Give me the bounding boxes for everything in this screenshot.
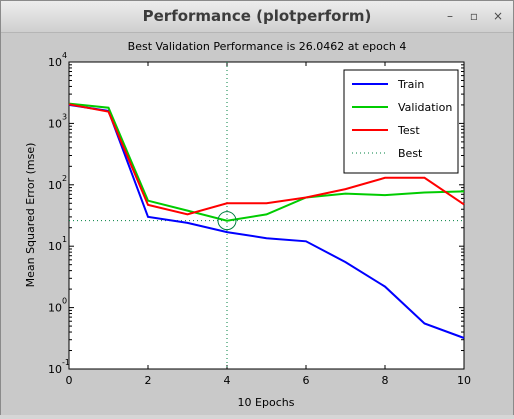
title-bar[interactable]: Performance (plotperform) – ▫ × bbox=[1, 1, 513, 33]
y-tick-label: 10 bbox=[48, 363, 62, 376]
y-tick-exponent: 2 bbox=[62, 174, 67, 183]
x-tick-label: 4 bbox=[224, 374, 231, 387]
legend-label-test: Test bbox=[397, 124, 420, 137]
maximize-button[interactable]: ▫ bbox=[469, 9, 479, 23]
legend-label-validation: Validation bbox=[398, 101, 452, 114]
y-tick-exponent: 4 bbox=[62, 51, 67, 60]
y-tick-label: 10 bbox=[48, 56, 62, 69]
chart-title: Best Validation Performance is 26.0462 a… bbox=[128, 40, 407, 53]
x-tick-label: 6 bbox=[303, 374, 310, 387]
x-tick-label: 0 bbox=[66, 374, 73, 387]
y-tick-label: 10 bbox=[48, 117, 62, 130]
performance-chart: Best Validation Performance is 26.0462 a… bbox=[24, 40, 471, 409]
y-tick-exponent: 0 bbox=[62, 297, 67, 306]
minimize-button[interactable]: – bbox=[447, 9, 453, 23]
y-tick-label: 10 bbox=[48, 302, 62, 315]
x-axis-label: 10 Epochs bbox=[238, 396, 295, 409]
series-line-validation bbox=[68, 102, 465, 222]
series-line-test bbox=[68, 103, 465, 216]
y-tick-label: 10 bbox=[48, 240, 62, 253]
window-title: Performance (plotperform) bbox=[142, 7, 372, 25]
close-button[interactable]: × bbox=[492, 9, 504, 23]
legend-label-best: Best bbox=[398, 147, 423, 160]
x-tick-label: 10 bbox=[457, 374, 471, 387]
y-tick-exponent: 1 bbox=[62, 235, 67, 244]
legend-label-train: Train bbox=[397, 78, 424, 91]
series-line-train bbox=[68, 103, 465, 339]
y-tick-exponent: 3 bbox=[62, 112, 67, 121]
x-tick-label: 2 bbox=[145, 374, 152, 387]
figure-area: Best Validation Performance is 26.0462 a… bbox=[1, 33, 513, 415]
y-tick-exponent: -1 bbox=[62, 358, 70, 367]
x-tick-label: 8 bbox=[382, 374, 389, 387]
best-marker bbox=[217, 211, 237, 231]
y-tick-label: 10 bbox=[48, 179, 62, 192]
legend-box bbox=[343, 69, 459, 174]
y-axis-label: Mean Squared Error (mse) bbox=[24, 143, 37, 288]
